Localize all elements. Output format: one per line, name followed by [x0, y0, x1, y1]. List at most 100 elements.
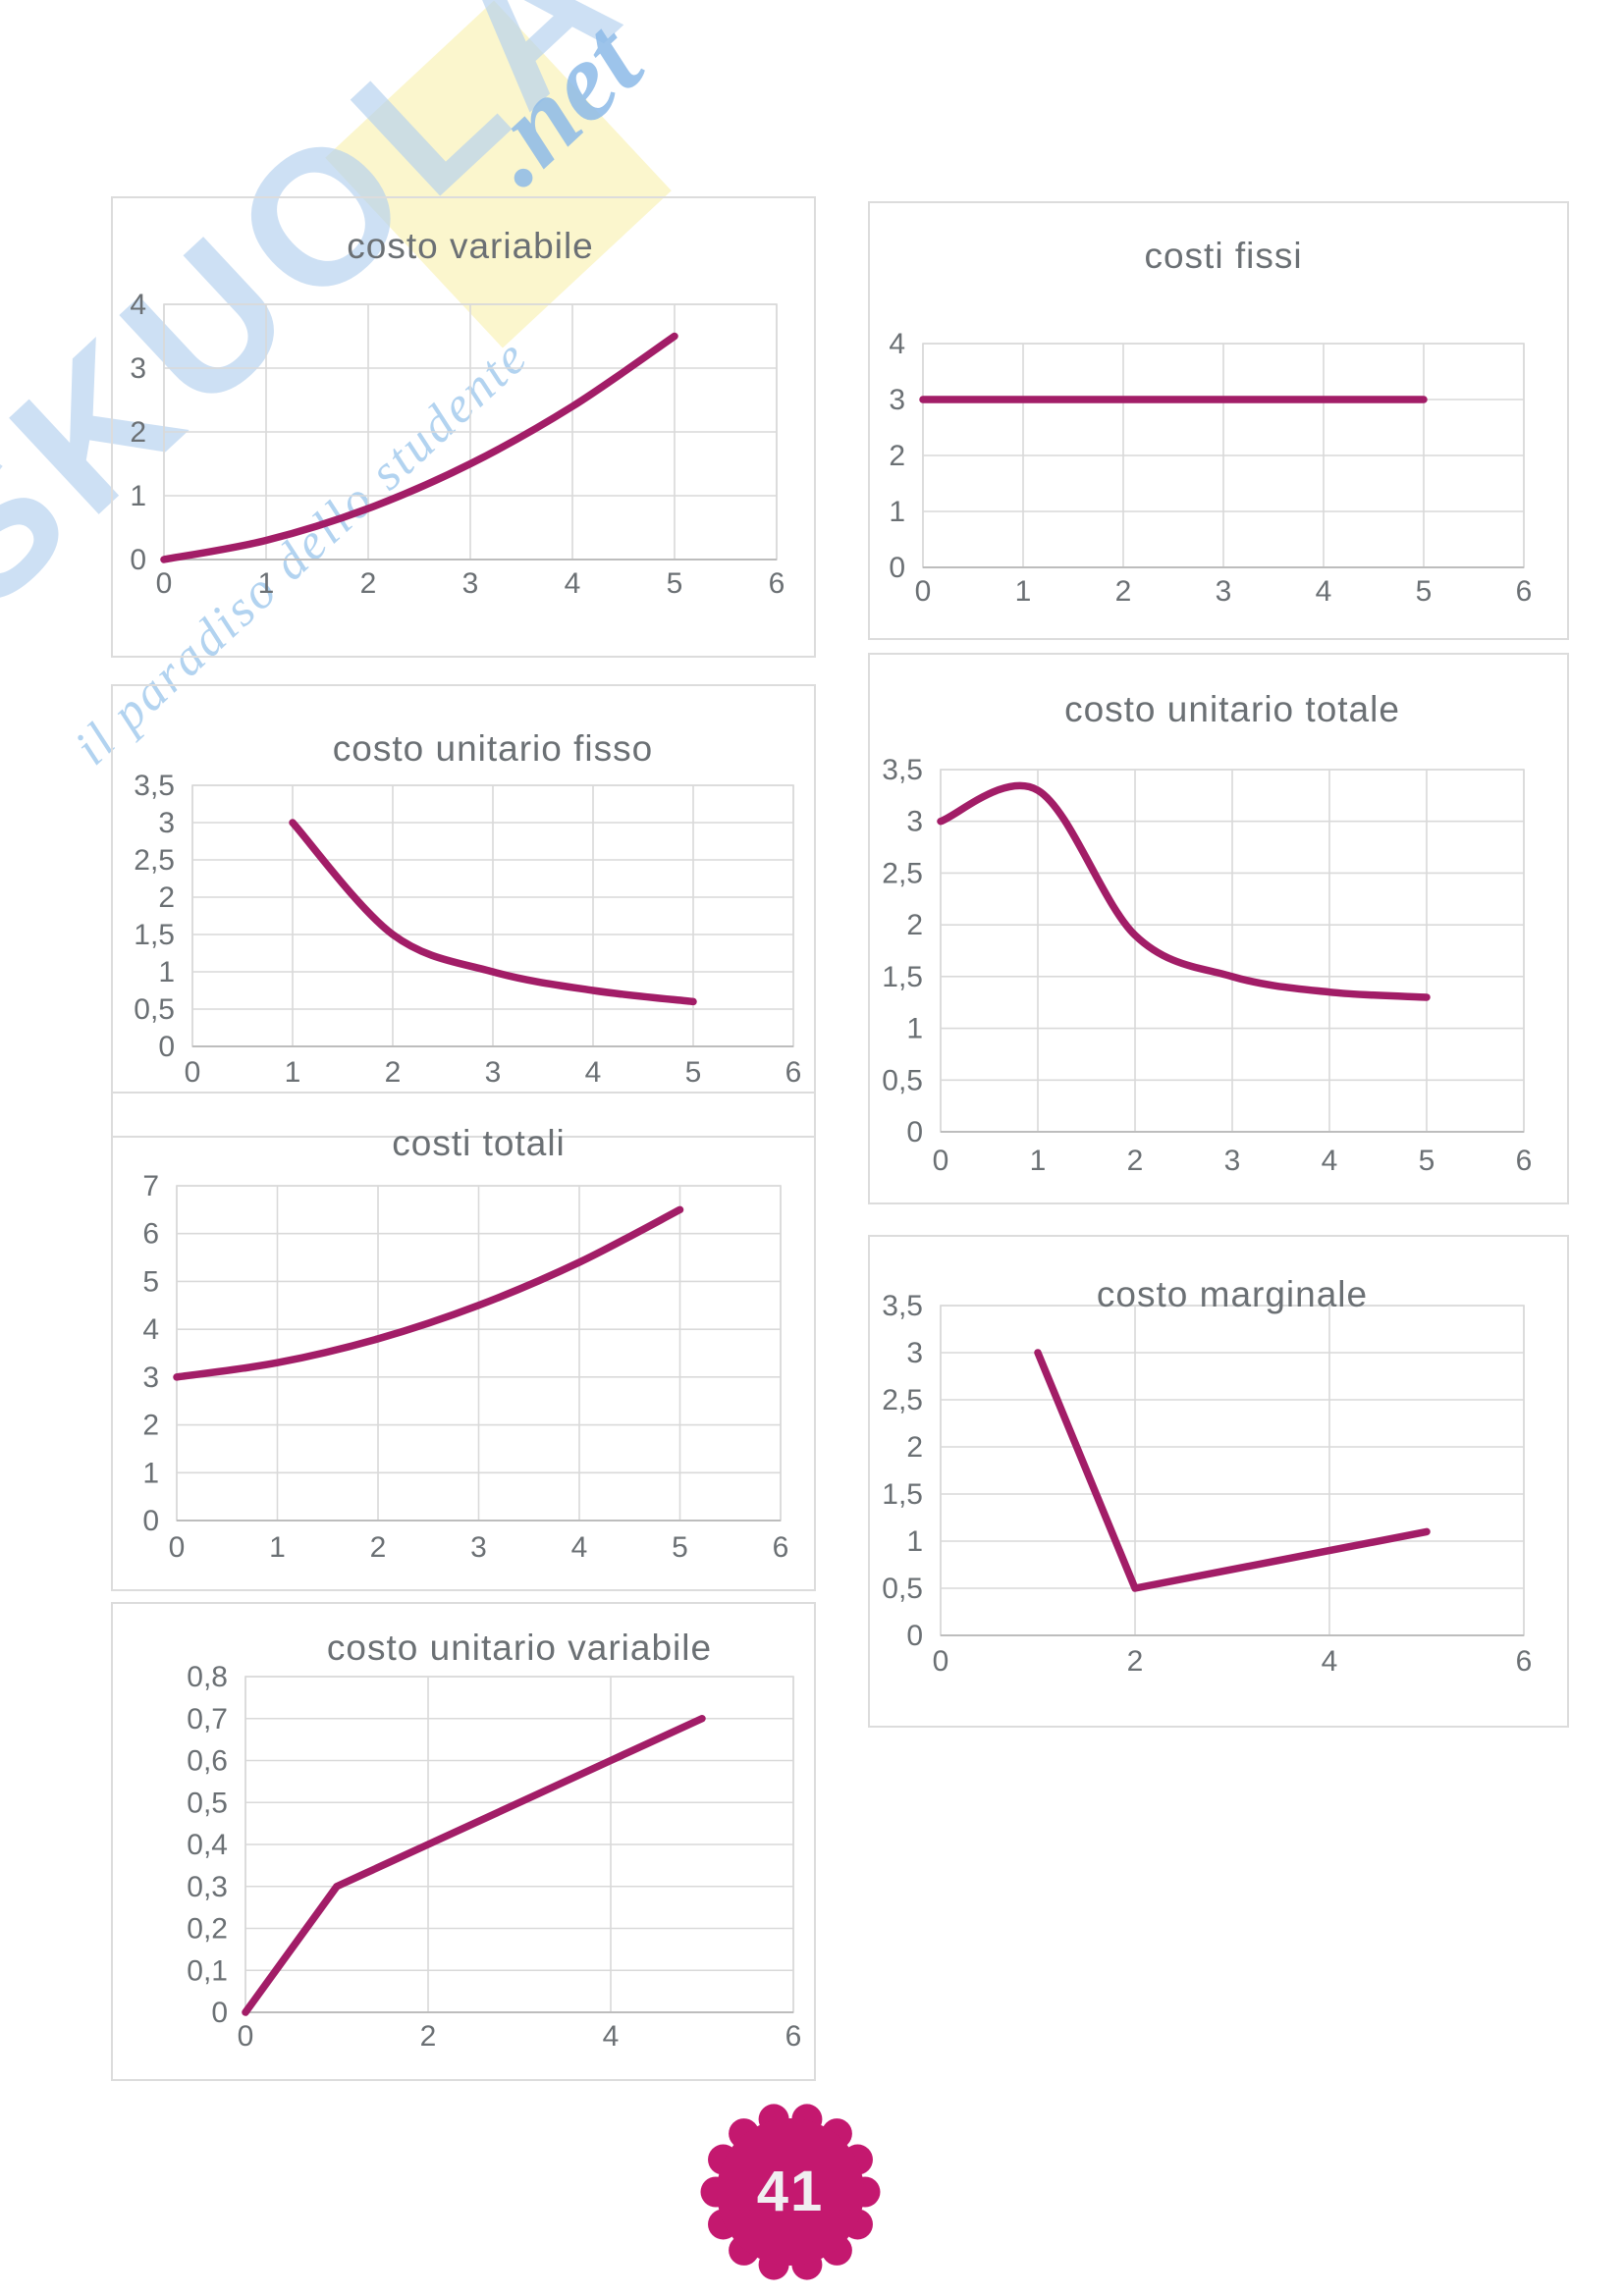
- chart-box-costi-totali: [111, 1092, 816, 1591]
- data-line: [173, 1205, 684, 1381]
- x-tick-label: 1: [285, 1056, 301, 1089]
- chart-plot-6: 0 2 4 6 0 0,1 0,2 0,3 0,4 0,5 0,6 0,7 0,8: [187, 1661, 801, 2053]
- data-line: [289, 819, 697, 1006]
- x-tick-label: 6: [785, 1056, 802, 1089]
- x-tick-label: 6: [769, 567, 785, 600]
- page-number-badge: 41: [700, 2104, 881, 2280]
- y-tick-label: 2: [142, 1410, 159, 1442]
- y-tick-label: 0: [906, 1620, 923, 1652]
- chart-plot-2: 0 1 2 3 4 5 6 0 0,5 1 1,5 2 2,5 3 3,5: [134, 770, 801, 1089]
- y-tick-label: 1,5: [882, 1478, 923, 1511]
- chart-box-costi-fissi: [868, 201, 1569, 640]
- y-tick-label: 1: [130, 480, 146, 512]
- y-tick-label: 0,5: [187, 1787, 228, 1819]
- y-tick-label: 4: [130, 289, 146, 321]
- x-tick-label: 5: [685, 1056, 702, 1089]
- y-tick-label: 6: [142, 1218, 159, 1251]
- y-tick-label: 0,3: [187, 1871, 228, 1903]
- chart-box-costo-marginale: [868, 1235, 1569, 1728]
- y-tick-label: 3: [158, 807, 175, 839]
- data-line: [1034, 1349, 1431, 1592]
- y-tick-label: 0,4: [187, 1829, 228, 1861]
- x-tick-label: 0: [933, 1645, 949, 1678]
- chart-title: costo unitario fisso: [332, 728, 654, 769]
- x-tick-label: 5: [1419, 1145, 1435, 1177]
- badge-circle: [717, 2118, 864, 2266]
- x-tick-label: 4: [571, 1531, 588, 1564]
- y-tick-label: 1: [142, 1457, 159, 1489]
- y-tick-label: 0: [142, 1505, 159, 1537]
- x-tick-label: 0: [915, 575, 932, 608]
- y-tick-label: 2: [130, 416, 146, 449]
- y-tick-label: 1: [906, 1525, 923, 1558]
- y-tick-label: 4: [889, 328, 905, 360]
- chart-plot-4: 0 1 2 3 4 5 6 0 1 2 3 4 5 6 7: [142, 1170, 788, 1564]
- y-tick-label: 0,5: [134, 993, 175, 1026]
- x-tick-label: 4: [565, 567, 581, 600]
- x-tick-label: 6: [785, 2020, 802, 2053]
- y-tick-label: 4: [142, 1313, 159, 1346]
- y-tick-label: 1: [889, 496, 905, 528]
- x-tick-label: 4: [1322, 1645, 1338, 1678]
- chart-title: costo unitario totale: [1064, 689, 1400, 729]
- x-tick-label: 2: [385, 1056, 402, 1089]
- x-tick-label: 0: [238, 2020, 254, 2053]
- y-tick-label: 3,5: [882, 754, 923, 786]
- chart-plot-5: 0 2 4 6 0 0,5 1 1,5 2 2,5 3 3,5: [882, 1290, 1532, 1678]
- badge-seal: [700, 2104, 881, 2280]
- y-tick-label: 0,1: [187, 1954, 228, 1987]
- chart-title: costo variabile: [347, 226, 594, 266]
- y-tick-label: 2: [889, 440, 905, 472]
- chart-plot-1: 0 1 2 3 4 5 6 0 1 2 3 4: [889, 328, 1532, 608]
- y-tick-label: 0,7: [187, 1703, 228, 1735]
- y-tick-label: 0: [906, 1116, 923, 1148]
- plot-border: [940, 1305, 1525, 1636]
- x-tick-label: 2: [360, 567, 377, 600]
- x-tick-label: 2: [420, 2020, 437, 2053]
- y-tick-label: 0,6: [187, 1745, 228, 1778]
- x-tick-label: 5: [672, 1531, 688, 1564]
- y-tick-label: 2: [906, 909, 923, 941]
- y-tick-label: 7: [142, 1170, 159, 1202]
- y-tick-label: 0: [889, 552, 905, 584]
- x-tick-label: 5: [1416, 575, 1433, 608]
- x-tick-label: 3: [1216, 575, 1232, 608]
- y-tick-label: 3: [142, 1362, 159, 1394]
- chart-plot-3: 0 1 2 3 4 5 6 0 0,5 1 1,5 2 2,5 3 3,5: [882, 754, 1532, 1177]
- chart-title: costi fissi: [1144, 236, 1303, 276]
- data-line: [242, 1715, 706, 2016]
- y-tick-label: 0: [211, 1997, 228, 2029]
- x-tick-label: 4: [585, 1056, 602, 1089]
- y-tick-label: 3,5: [134, 770, 175, 802]
- y-tick-label: 0,8: [187, 1661, 228, 1693]
- y-tick-label: 1,5: [882, 961, 923, 993]
- x-tick-label: 2: [1127, 1645, 1144, 1678]
- x-tick-label: 3: [470, 1531, 487, 1564]
- chart-title: costo unitario variabile: [326, 1628, 713, 1668]
- x-tick-label: 2: [370, 1531, 387, 1564]
- chart-box-costo-unitario-fisso: [111, 684, 816, 1138]
- y-tick-label: 3,5: [882, 1290, 923, 1322]
- x-tick-label: 0: [933, 1145, 949, 1177]
- y-tick-label: 0: [130, 544, 146, 576]
- x-tick-label: 1: [1015, 575, 1032, 608]
- x-tick-label: 4: [1322, 1145, 1338, 1177]
- chart-box-costo-unitario-variabile: [111, 1602, 816, 2081]
- y-tick-label: 0: [158, 1031, 175, 1063]
- x-tick-label: 2: [1115, 575, 1132, 608]
- y-tick-label: 0,5: [882, 1064, 923, 1096]
- x-tick-label: 4: [1316, 575, 1332, 608]
- x-tick-label: 0: [185, 1056, 201, 1089]
- y-tick-label: 0,5: [882, 1573, 923, 1605]
- x-tick-label: 6: [1516, 575, 1533, 608]
- x-tick-label: 5: [667, 567, 683, 600]
- y-tick-label: 3: [889, 384, 905, 416]
- x-tick-label: 6: [1516, 1145, 1533, 1177]
- x-tick-label: 1: [1030, 1145, 1047, 1177]
- y-tick-label: 1,5: [134, 919, 175, 951]
- y-tick-label: 2,5: [882, 1384, 923, 1416]
- x-tick-label: 1: [269, 1531, 286, 1564]
- y-tick-label: 1: [158, 956, 175, 988]
